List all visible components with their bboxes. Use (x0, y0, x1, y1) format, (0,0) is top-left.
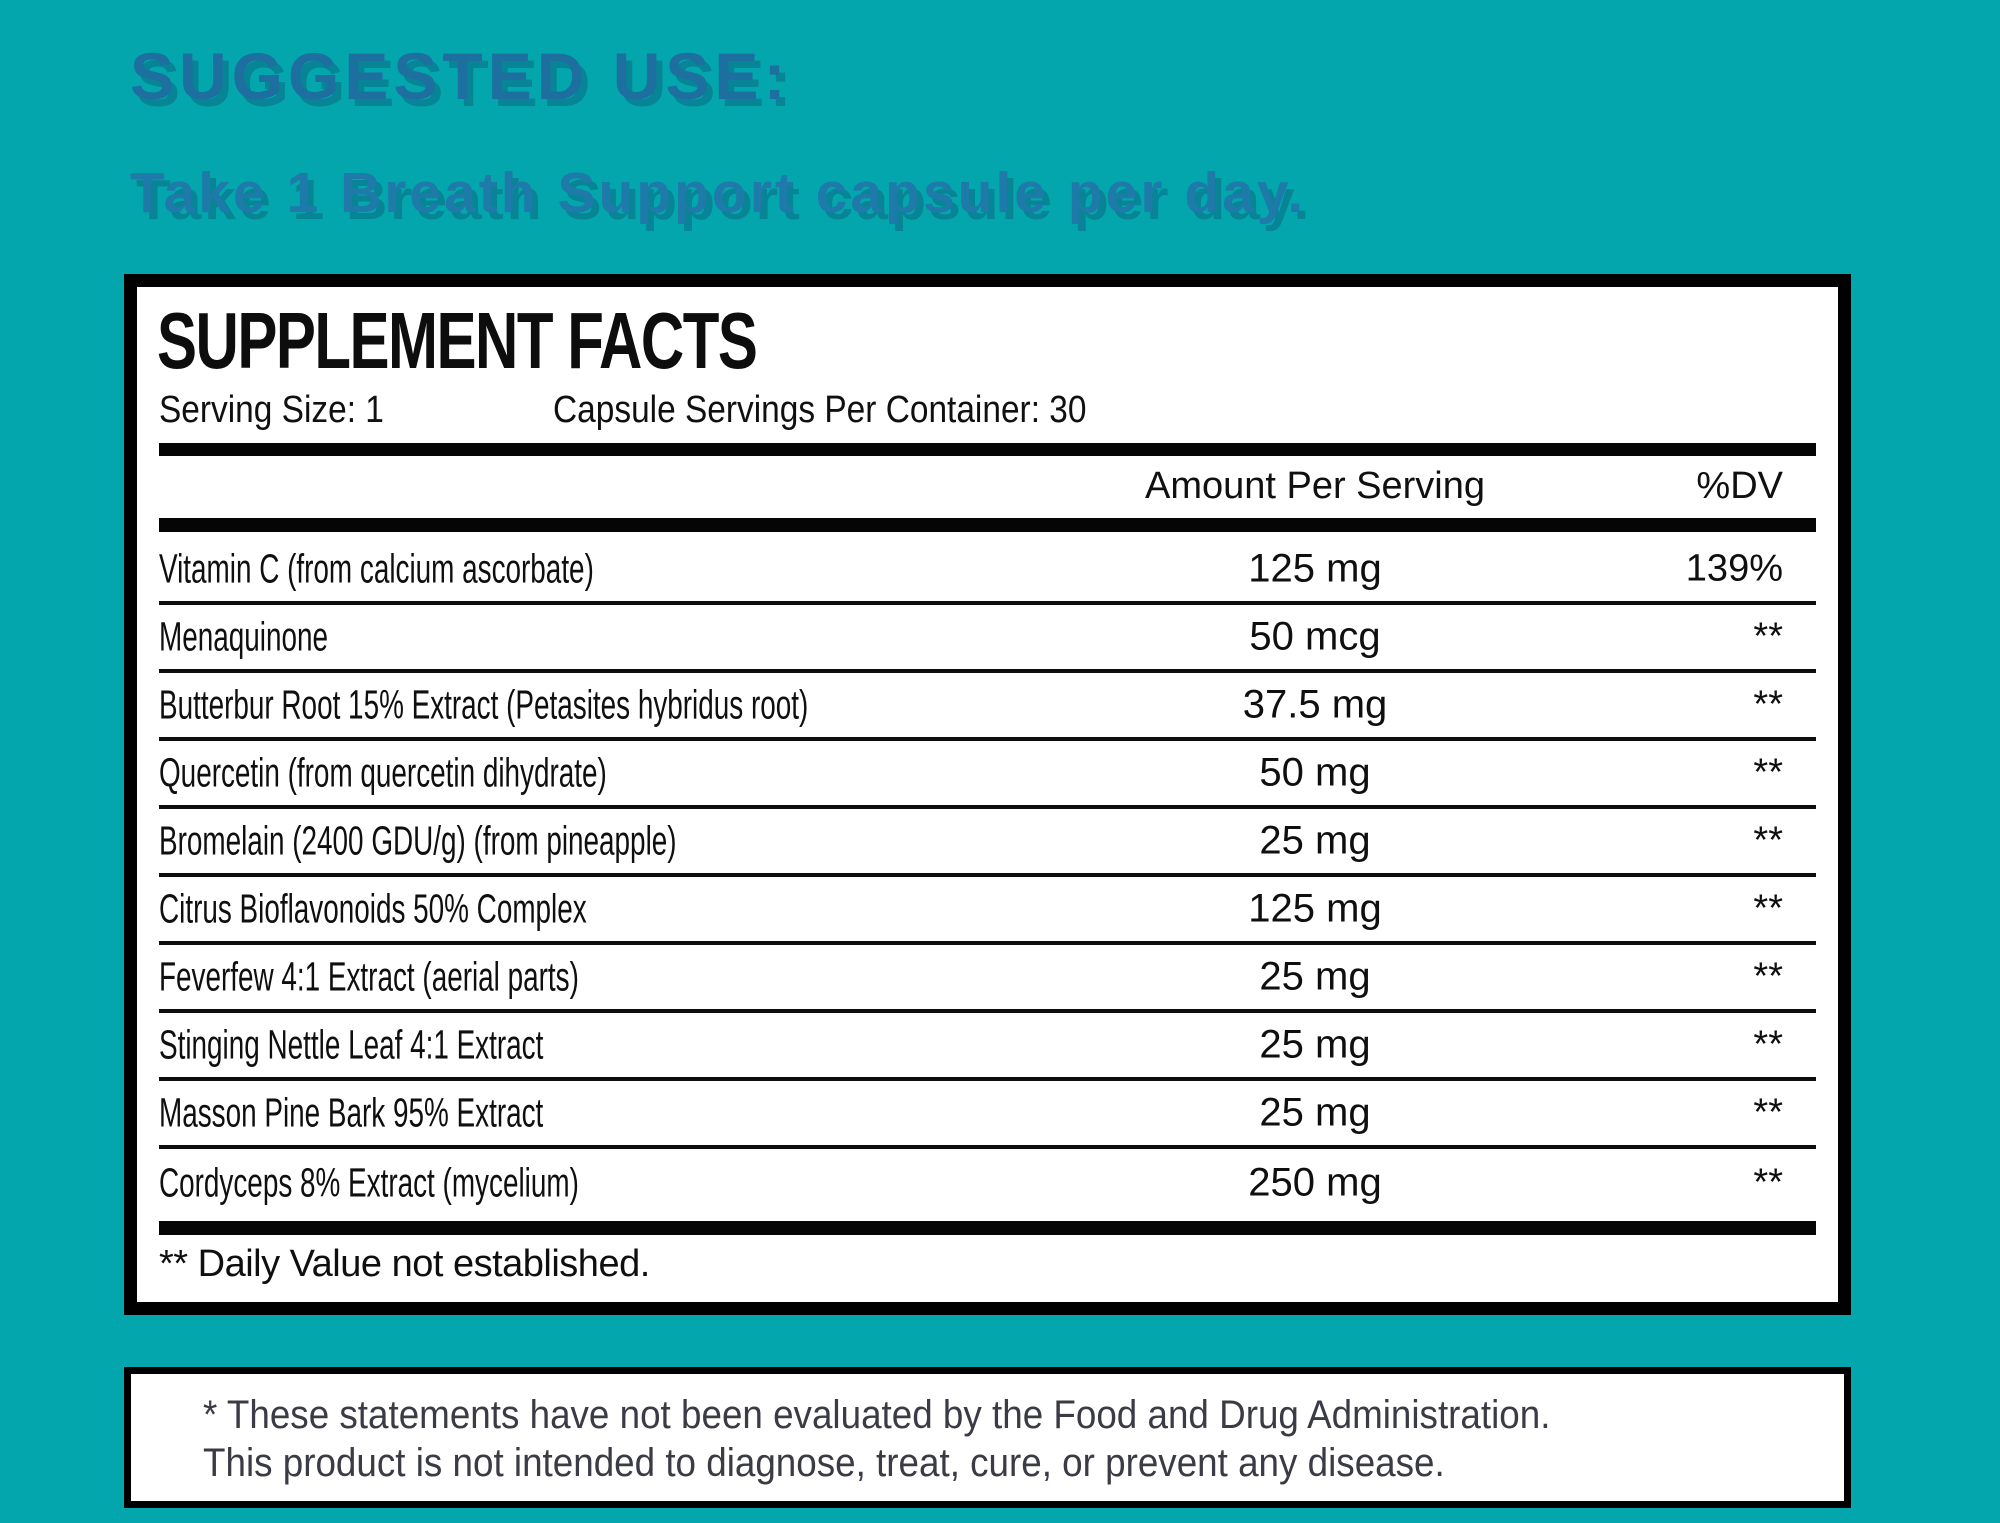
ingredient-dv: ** (1753, 955, 1783, 998)
divider-bar-bottom (159, 1221, 1816, 1235)
ingredient-dv: ** (1753, 683, 1783, 726)
suggested-use-instruction: Take 1 Breath Support capsule per day. (130, 161, 1307, 225)
ingredient-name: Stinging Nettle Leaf 4:1 Extract (159, 1021, 544, 1068)
ingredient-amount: 125 mg (1248, 886, 1382, 931)
column-header-dv: %DV (1696, 465, 1783, 507)
suggested-use-heading: SUGGESTED USE: (130, 39, 791, 113)
supplement-facts-panel: SUPPLEMENT FACTS Serving Size: 1 Capsule… (124, 274, 1851, 1315)
ingredient-row: Feverfew 4:1 Extract (aerial parts) 25 m… (159, 945, 1816, 1013)
ingredient-row: Stinging Nettle Leaf 4:1 Extract 25 mg *… (159, 1013, 1816, 1081)
ingredient-table: Vitamin C (from calcium ascorbate) 125 m… (159, 537, 1816, 1217)
ingredient-row: Menaquinone 50 mcg ** (159, 605, 1816, 673)
ingredient-name: Cordyceps 8% Extract (mycelium) (159, 1159, 579, 1206)
ingredient-dv: ** (1753, 1161, 1783, 1204)
divider-bar-top (159, 443, 1816, 456)
daily-value-footnote: ** Daily Value not established. (159, 1243, 650, 1285)
ingredient-row: Masson Pine Bark 95% Extract 25 mg ** (159, 1081, 1816, 1149)
ingredient-name: Butterbur Root 15% Extract (Petasites hy… (159, 681, 809, 728)
disclaimer-line-1: * These statements have not been evaluat… (203, 1393, 1551, 1437)
ingredient-dv: ** (1753, 615, 1783, 658)
serving-size-label: Serving Size: 1 (159, 389, 384, 431)
ingredient-amount: 25 mg (1259, 954, 1371, 999)
ingredient-row: Vitamin C (from calcium ascorbate) 125 m… (159, 537, 1816, 605)
ingredient-dv: ** (1753, 819, 1783, 862)
ingredient-name: Citrus Bioflavonoids 50% Complex (159, 885, 587, 932)
ingredient-amount: 125 mg (1248, 546, 1382, 591)
fda-disclaimer-text: * These statements have not been evaluat… (203, 1391, 1550, 1487)
supplement-facts-title: SUPPLEMENT FACTS (157, 296, 758, 385)
disclaimer-line-2: This product is not intended to diagnose… (203, 1441, 1445, 1485)
ingredient-dv: ** (1753, 751, 1783, 794)
ingredient-amount: 50 mg (1259, 750, 1371, 795)
ingredient-name: Bromelain (2400 GDU/g) (from pineapple) (159, 817, 677, 864)
ingredient-dv: ** (1753, 1091, 1783, 1134)
ingredient-name: Vitamin C (from calcium ascorbate) (159, 545, 594, 592)
ingredient-amount: 37.5 mg (1242, 682, 1388, 727)
ingredient-amount: 250 mg (1248, 1160, 1382, 1205)
divider-bar-header (159, 518, 1816, 532)
ingredient-row: Citrus Bioflavonoids 50% Complex 125 mg … (159, 877, 1816, 945)
ingredient-name: Masson Pine Bark 95% Extract (159, 1089, 544, 1136)
ingredient-dv: 139% (1685, 547, 1783, 590)
ingredient-name: Quercetin (from quercetin dihydrate) (159, 749, 607, 796)
ingredient-amount: 25 mg (1259, 1090, 1371, 1135)
ingredient-row: Bromelain (2400 GDU/g) (from pineapple) … (159, 809, 1816, 877)
ingredient-name: Feverfew 4:1 Extract (aerial parts) (159, 953, 579, 1000)
ingredient-amount: 50 mcg (1249, 614, 1381, 659)
ingredient-amount: 25 mg (1259, 818, 1371, 863)
ingredient-amount: 25 mg (1259, 1022, 1371, 1067)
ingredient-row: Quercetin (from quercetin dihydrate) 50 … (159, 741, 1816, 809)
ingredient-dv: ** (1753, 1023, 1783, 1066)
fda-disclaimer-panel: * These statements have not been evaluat… (124, 1367, 1851, 1508)
column-header-amount-per-serving: Amount Per Serving (1144, 465, 1486, 507)
servings-per-container-label: Capsule Servings Per Container: 30 (553, 389, 1087, 431)
ingredient-row: Butterbur Root 15% Extract (Petasites hy… (159, 673, 1816, 741)
ingredient-name: Menaquinone (159, 613, 328, 660)
ingredient-dv: ** (1753, 887, 1783, 930)
serving-info-row: Serving Size: 1 Capsule Servings Per Con… (159, 389, 1816, 439)
ingredient-row: Cordyceps 8% Extract (mycelium) 250 mg *… (159, 1149, 1816, 1217)
table-column-headers: Amount Per Serving %DV (159, 465, 1816, 517)
